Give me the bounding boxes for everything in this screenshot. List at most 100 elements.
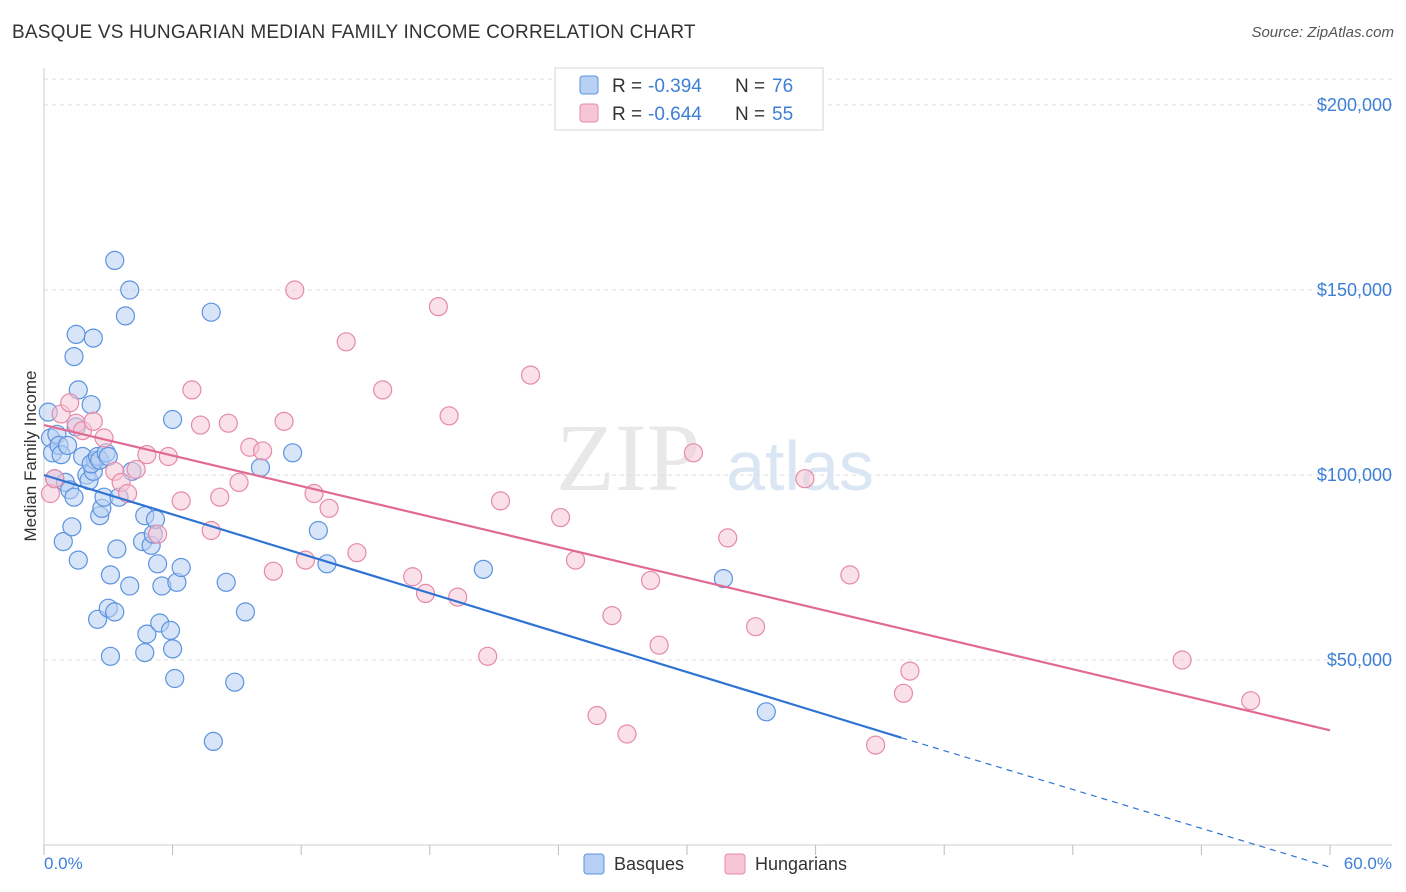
hungarian-point-50 bbox=[745, 617, 766, 637]
hungarian-point-40 bbox=[520, 365, 541, 385]
hungarian-point-35 bbox=[428, 297, 448, 317]
hungarian-point-57 bbox=[1241, 691, 1261, 711]
hungarian-point-18 bbox=[201, 520, 221, 541]
legend-swatch-basques bbox=[579, 75, 599, 95]
legend-r-label-hungarians: R = bbox=[612, 104, 642, 125]
basque-point-15 bbox=[64, 347, 84, 367]
hungarian-point-45 bbox=[617, 724, 637, 744]
hungarian-point-29 bbox=[319, 498, 339, 518]
hungarian-point-15 bbox=[171, 491, 191, 511]
y-tick-label-3: $200,000 bbox=[1317, 95, 1392, 115]
legend-n-label-basques: N = bbox=[735, 76, 765, 97]
basque-point-41 bbox=[115, 306, 136, 326]
watermark-atlas: atlas bbox=[726, 427, 874, 505]
legend-n-label-hungarians: N = bbox=[735, 104, 765, 125]
basque-point-48 bbox=[135, 642, 155, 663]
basque-point-70 bbox=[473, 559, 493, 579]
chart-title: BASQUE VS HUNGARIAN MEDIAN FAMILY INCOME… bbox=[12, 22, 696, 43]
basque-point-56 bbox=[163, 639, 183, 659]
basque-point-52 bbox=[147, 554, 168, 574]
legend-r-label-basques: R = bbox=[612, 76, 642, 97]
hungarian-point-25 bbox=[274, 411, 294, 431]
hungarian-point-3 bbox=[60, 393, 80, 413]
hungarian-point-39 bbox=[490, 491, 511, 511]
basque-point-60 bbox=[171, 557, 191, 578]
hungarian-point-52 bbox=[840, 565, 860, 585]
legend-n-value-basques: 76 bbox=[772, 76, 793, 97]
basque-point-55 bbox=[160, 620, 181, 641]
basque-point-36 bbox=[100, 565, 121, 585]
basque-point-58 bbox=[165, 668, 185, 689]
basques-trend-extension bbox=[901, 737, 1331, 868]
series-legend-label-basques: Basques bbox=[614, 854, 684, 874]
hungarian-point-10 bbox=[117, 483, 138, 504]
basque-point-18 bbox=[68, 550, 88, 570]
hungarian-point-6 bbox=[83, 411, 103, 431]
hungarian-point-21 bbox=[229, 472, 249, 492]
basques-trend-line bbox=[43, 473, 902, 739]
series-legend: Basques Hungarians bbox=[583, 853, 847, 875]
y-tick-label-1: $100,000 bbox=[1317, 465, 1392, 485]
hungarian-point-55 bbox=[900, 661, 920, 681]
hungarian-point-38 bbox=[478, 646, 498, 666]
basque-point-61 bbox=[201, 302, 221, 322]
basque-point-9 bbox=[57, 435, 78, 455]
y-axis-label: Median Family Income bbox=[21, 370, 40, 541]
series-legend-swatch-basques bbox=[583, 853, 605, 875]
legend-swatch-hungarians bbox=[579, 103, 599, 123]
basque-point-62 bbox=[203, 731, 223, 752]
basque-point-21 bbox=[81, 395, 101, 415]
hungarian-point-19 bbox=[210, 487, 230, 507]
hungarian-point-11 bbox=[126, 459, 146, 480]
hungarians-points bbox=[40, 280, 1261, 755]
hungarian-point-20 bbox=[218, 413, 238, 433]
basque-point-72 bbox=[756, 702, 776, 722]
y-tick-label-2: $150,000 bbox=[1317, 280, 1392, 300]
y-tick-label-0: $50,000 bbox=[1327, 650, 1392, 670]
basque-point-40 bbox=[105, 250, 125, 270]
basque-point-25 bbox=[83, 328, 103, 348]
basque-point-35 bbox=[100, 646, 121, 666]
basque-point-12 bbox=[64, 487, 84, 507]
legend-n-value-hungarians: 55 bbox=[772, 104, 793, 125]
series-legend-swatch-hungarians bbox=[724, 853, 746, 875]
basque-point-63 bbox=[216, 572, 236, 592]
hungarian-point-33 bbox=[403, 567, 423, 587]
hungarian-point-56 bbox=[1172, 650, 1192, 670]
hungarian-point-26 bbox=[285, 280, 305, 300]
basque-point-67 bbox=[283, 443, 303, 463]
x-ticks bbox=[43, 845, 1331, 855]
hungarian-point-23 bbox=[253, 441, 273, 461]
series-legend-label-hungarians: Hungarians bbox=[755, 854, 847, 874]
hungarian-point-43 bbox=[587, 705, 607, 726]
legend-r-value-hungarians: -0.644 bbox=[648, 104, 702, 125]
hungarian-point-13 bbox=[147, 524, 168, 544]
basque-point-71 bbox=[713, 568, 734, 589]
basque-point-16 bbox=[66, 324, 86, 344]
trend-lines bbox=[43, 423, 1331, 868]
legend-r-value-basques: -0.394 bbox=[648, 76, 702, 97]
hungarian-point-47 bbox=[649, 635, 669, 655]
x-tick-label-max: 60.0% bbox=[1344, 854, 1392, 873]
watermark-zip: ZIP bbox=[556, 404, 700, 511]
watermark: ZIP atlas bbox=[556, 404, 874, 511]
hungarian-point-24 bbox=[263, 561, 283, 581]
hungarians-trend-line bbox=[43, 423, 1331, 732]
hungarian-point-41 bbox=[550, 507, 571, 528]
hungarian-point-44 bbox=[602, 605, 622, 626]
hungarian-point-34 bbox=[415, 583, 436, 604]
basque-point-57 bbox=[163, 409, 183, 430]
hungarian-point-53 bbox=[866, 735, 886, 755]
stats-legend: R = -0.394 N = 76 R = -0.644 N = 55 bbox=[554, 67, 824, 131]
x-tick-label-min: 0.0% bbox=[44, 854, 83, 873]
hungarian-point-46 bbox=[640, 570, 661, 591]
basque-point-7 bbox=[53, 531, 73, 552]
hungarian-point-51 bbox=[795, 469, 815, 489]
basque-point-42 bbox=[120, 280, 140, 300]
y-tick-labels: $50,000 $100,000 $150,000 $200,000 bbox=[1317, 95, 1392, 670]
basque-point-64 bbox=[225, 672, 245, 692]
hungarian-point-30 bbox=[336, 332, 356, 352]
source-credit: Source: ZipAtlas.com bbox=[1251, 24, 1394, 41]
hungarian-point-49 bbox=[718, 528, 738, 548]
